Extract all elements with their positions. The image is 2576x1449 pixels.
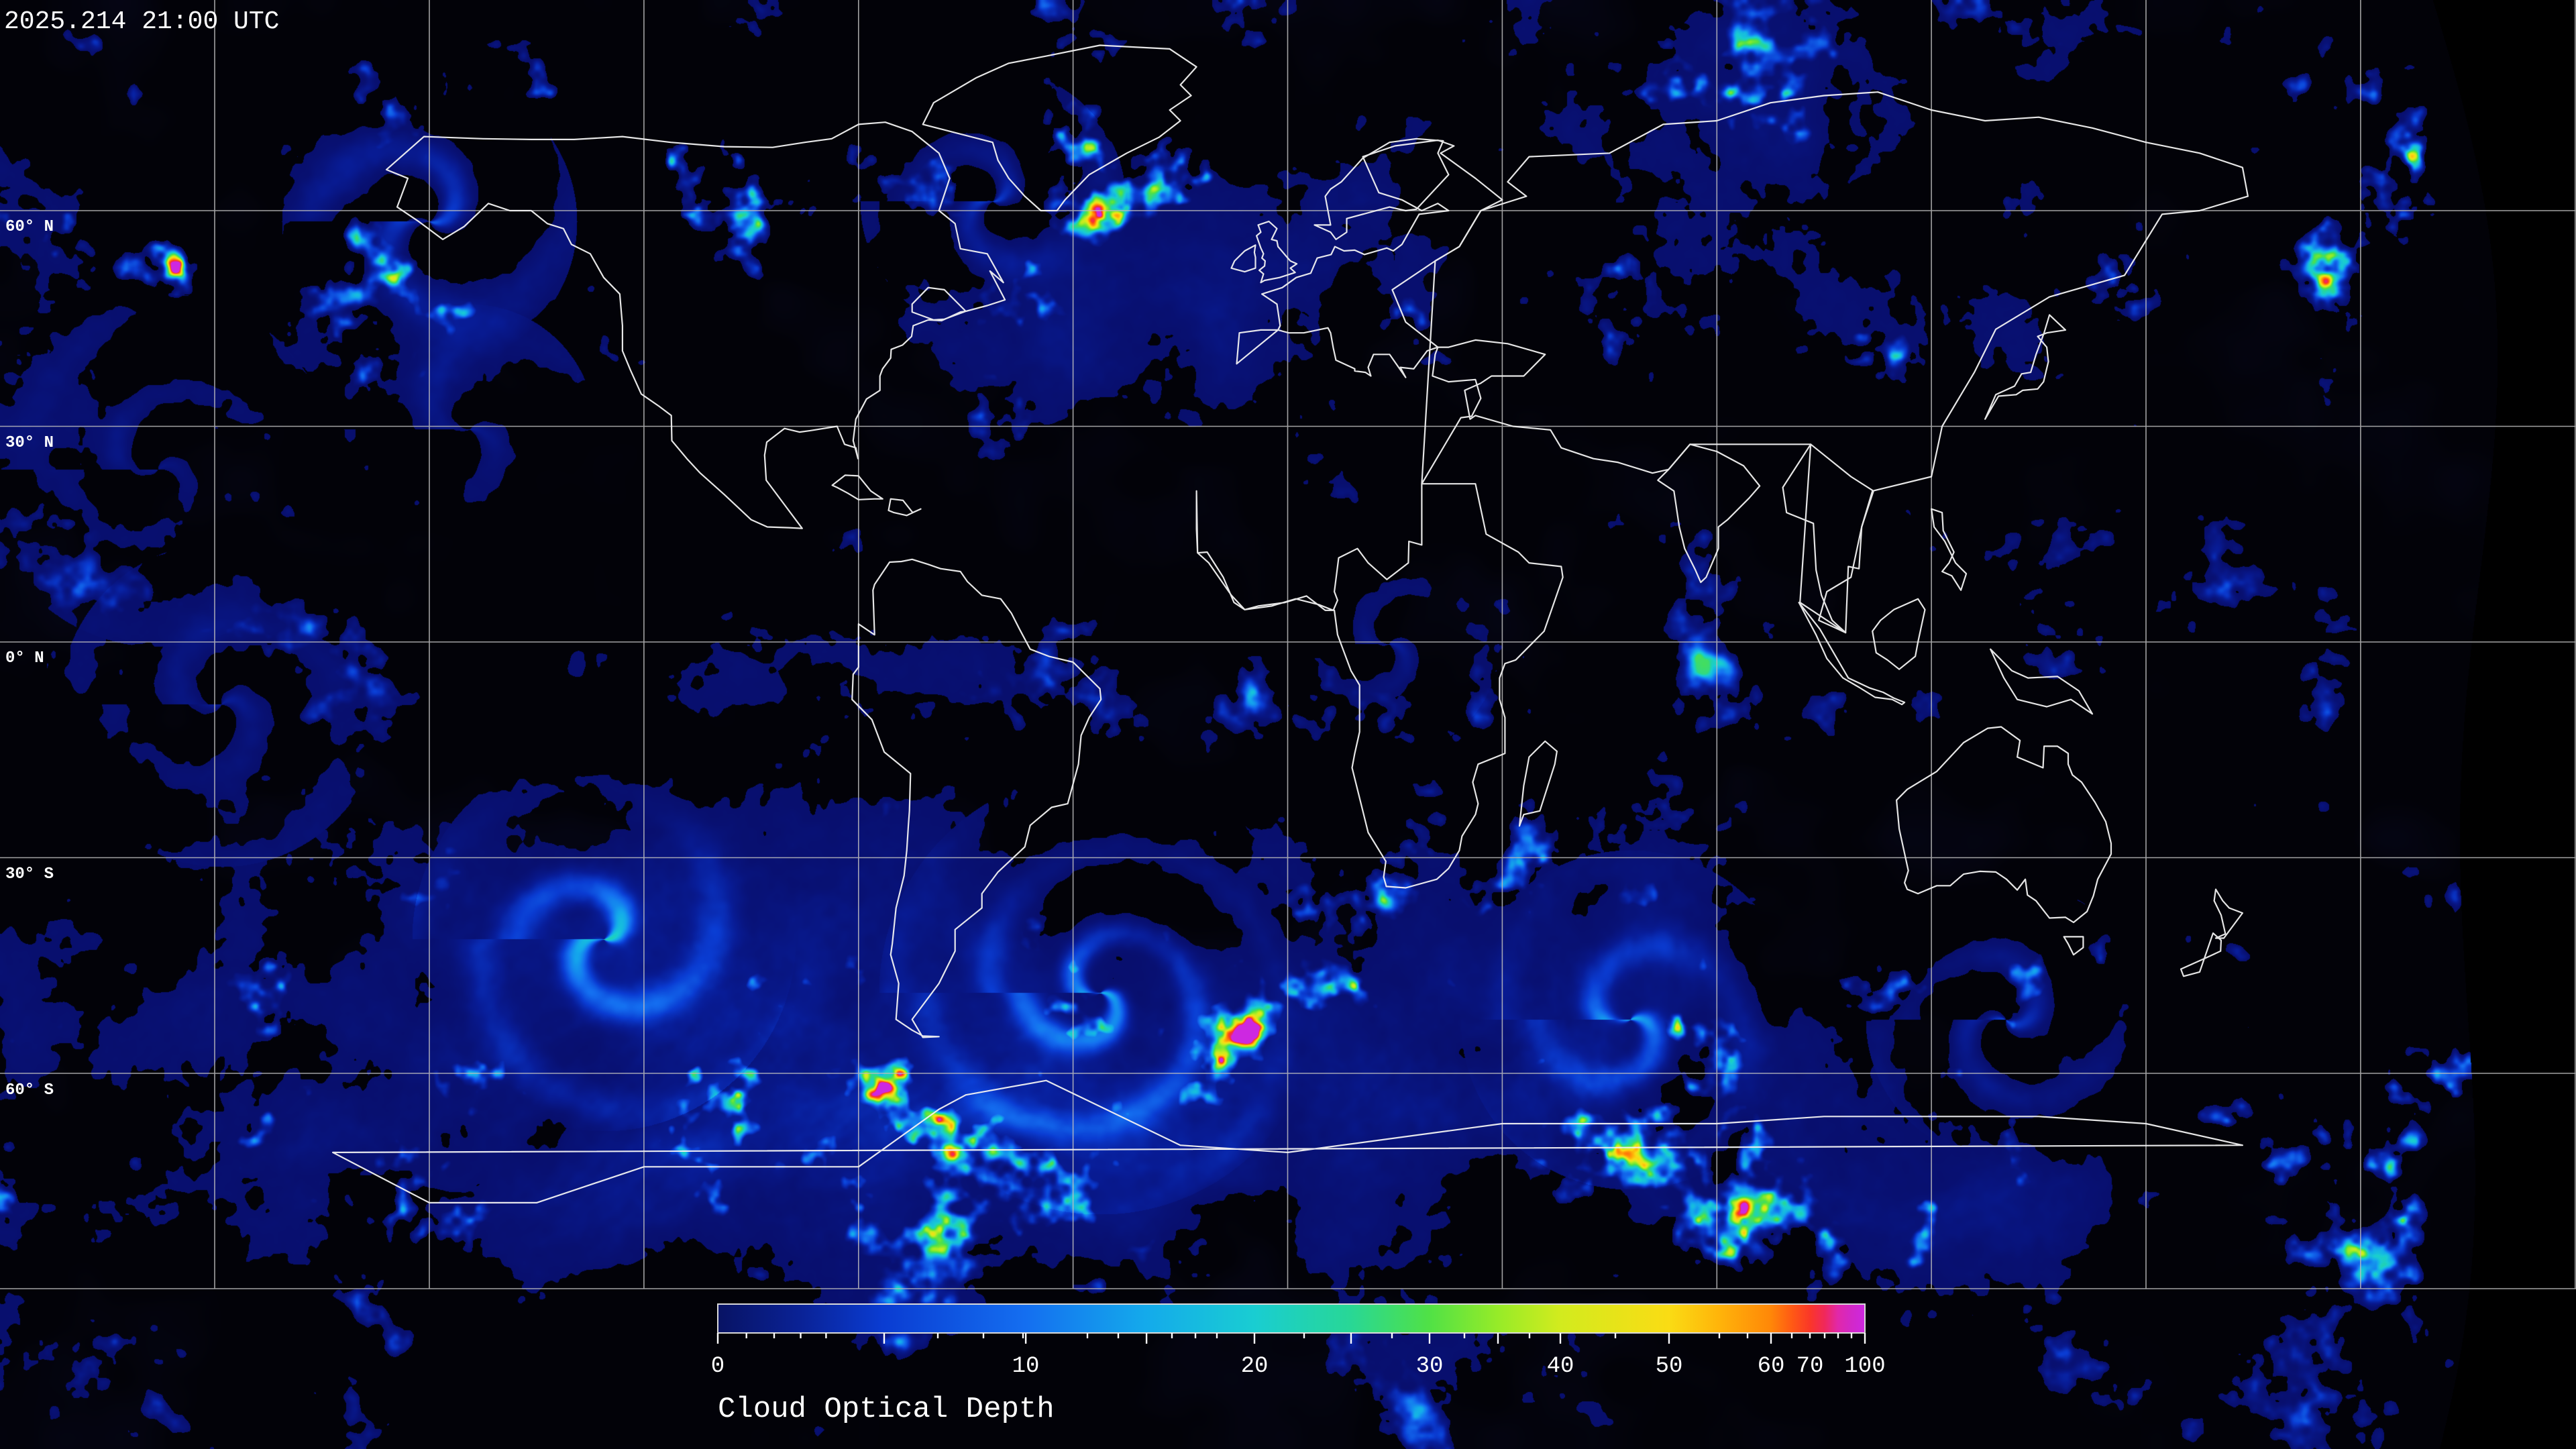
svg-text:60: 60 (1758, 1354, 1785, 1379)
svg-text:30° S: 30° S (5, 865, 54, 883)
svg-text:30: 30 (1416, 1354, 1444, 1379)
svg-text:60° N: 60° N (5, 218, 54, 236)
svg-text:0: 0 (711, 1354, 724, 1379)
svg-text:2025.214 21:00 UTC: 2025.214 21:00 UTC (4, 7, 279, 36)
svg-text:50: 50 (1656, 1354, 1683, 1379)
svg-text:100: 100 (1844, 1354, 1885, 1379)
svg-text:30° N: 30° N (5, 434, 54, 452)
svg-text:20: 20 (1241, 1354, 1269, 1379)
svg-text:10: 10 (1012, 1354, 1040, 1379)
svg-text:0° N: 0° N (5, 649, 44, 667)
svg-text:60° S: 60° S (5, 1081, 54, 1099)
svg-text:70: 70 (1796, 1354, 1824, 1379)
svg-text:Cloud Optical Depth: Cloud Optical Depth (718, 1393, 1055, 1426)
svg-text:40: 40 (1547, 1354, 1574, 1379)
